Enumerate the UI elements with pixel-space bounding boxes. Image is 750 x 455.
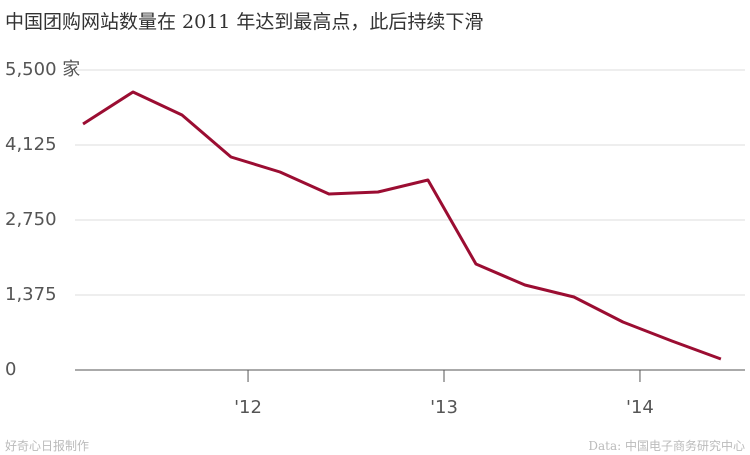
- y-tick-label: 4,125: [5, 134, 57, 155]
- y-tick-label: 0: [5, 359, 16, 380]
- line: [82, 90, 722, 361]
- y-tick-label: 2,750: [5, 209, 57, 230]
- y-tick-label: 5,500 家: [5, 59, 80, 80]
- x-tick-label: '14: [626, 397, 654, 418]
- credit: 好奇心日报制作: [5, 438, 89, 453]
- chart-title: 中国团购网站数量在 2011 年达到最高点，此后持续下滑: [5, 11, 483, 33]
- y-tick-label: 1,375: [5, 284, 57, 305]
- source: Data: 中国电子商务研究中心: [588, 438, 745, 453]
- x-tick-label: '13: [430, 397, 458, 418]
- x-tick-label: '12: [234, 397, 262, 418]
